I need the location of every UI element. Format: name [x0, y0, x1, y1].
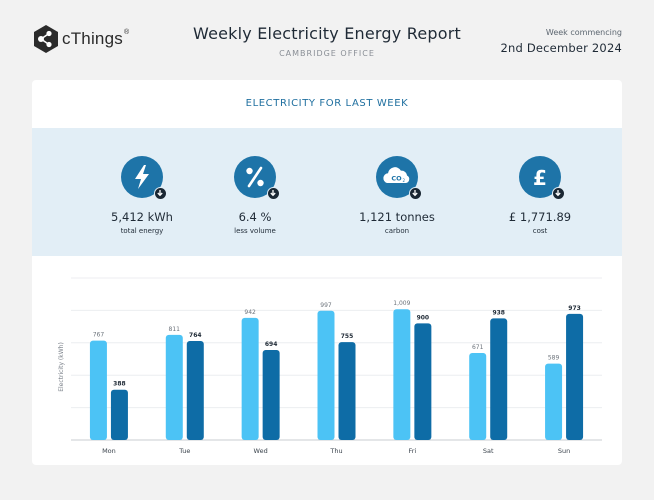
y-axis-label: Electricity (kWh): [58, 342, 65, 392]
kpi-carbon: CO 2 1,121 tonnes carbon: [337, 156, 457, 235]
data-label: 388: [113, 381, 126, 388]
bar-series-dark: [338, 342, 356, 440]
pound-icon: £: [519, 156, 565, 200]
data-label: 1,009: [393, 300, 410, 307]
data-label: 671: [472, 344, 484, 351]
x-tick-label: Tue: [178, 447, 190, 455]
x-tick-label: Sun: [558, 447, 570, 455]
brand-logo: cThings®: [32, 24, 129, 54]
kpi-value: £ 1,771.89: [508, 210, 572, 224]
data-label: 764: [189, 332, 202, 339]
kpi-value: 6.4 %: [238, 210, 272, 224]
download-arrow-icon: [409, 187, 422, 200]
svg-text:£: £: [533, 166, 547, 190]
cthings-logo-icon: [34, 25, 58, 53]
svg-text:CO: CO: [391, 175, 402, 183]
brand-name: cThings®: [62, 29, 130, 48]
kpi-label: less volume: [234, 227, 276, 235]
kpi-label: cost: [532, 227, 548, 235]
section-title: ELECTRICITY FOR LAST WEEK: [245, 98, 409, 109]
data-label: 900: [417, 314, 430, 321]
svg-text:2: 2: [403, 178, 406, 183]
bar-series-dark: [262, 350, 280, 440]
data-label: 755: [341, 333, 354, 340]
data-label: 767: [93, 332, 105, 339]
bar-series-dark: [490, 318, 508, 440]
kpi-less-volume: 6.4 % less volume: [195, 156, 315, 235]
electricity-card: ELECTRICITY FOR LAST WEEK 5,412 kWh tota…: [32, 80, 622, 465]
bar-series-dark: [186, 340, 204, 440]
kpi-cost: £ £ 1,771.89 cost: [480, 156, 600, 235]
x-tick-label: Thu: [329, 447, 342, 455]
bar-series-light: [393, 309, 411, 440]
bar-series-light: [241, 317, 259, 440]
report-title: Weekly Electricity Energy Report: [193, 24, 461, 43]
week-date: 2nd December 2024: [500, 41, 622, 55]
data-label: 942: [244, 309, 256, 316]
report-subtitle: CAMBRIDGE OFFICE: [279, 49, 375, 58]
kpi-band: 5,412 kWh total energy 6.4 % less volume: [32, 128, 622, 256]
bar-series-light: [317, 310, 335, 440]
download-arrow-icon: [552, 187, 565, 200]
bar-series-light: [545, 363, 563, 440]
co2-cloud-icon: CO 2: [376, 156, 422, 200]
data-label: 589: [548, 355, 560, 362]
x-tick-label: Wed: [254, 447, 268, 455]
bar-series-light: [89, 340, 107, 440]
kpi-label: total energy: [120, 227, 164, 235]
kpi-value: 1,121 tonnes: [359, 210, 435, 224]
bar-series-light: [469, 353, 487, 440]
bar-series-dark: [566, 313, 584, 440]
data-label: 694: [265, 341, 278, 348]
report-header: cThings® Weekly Electricity Energy Repor…: [0, 0, 654, 76]
week-commencing: Week commencing 2nd December 2024: [500, 28, 622, 55]
kpi-total-energy: 5,412 kWh total energy: [82, 156, 202, 235]
data-label: 997: [320, 302, 332, 309]
x-tick-label: Mon: [102, 447, 116, 455]
data-label: 938: [492, 309, 505, 316]
chart-canvas: Electricity (kWh) 767 388 Mon 811 764 Tue 942 69…: [58, 277, 602, 455]
lightning-bolt-icon: [121, 156, 167, 200]
bar-series-light: [165, 334, 183, 440]
percent-icon: [234, 156, 280, 200]
x-tick-label: Sat: [483, 447, 494, 455]
weekly-electricity-bar-chart: Electricity (kWh) 767 388 Mon 811 764 Tue 942 69…: [32, 256, 622, 465]
bar-series-dark: [414, 323, 432, 440]
bar-series-dark: [110, 389, 128, 440]
data-label: 973: [568, 305, 581, 312]
week-label: Week commencing: [545, 28, 622, 37]
download-arrow-icon: [267, 187, 280, 200]
download-arrow-icon: [154, 187, 167, 200]
x-tick-label: Fri: [408, 447, 416, 455]
kpi-value: 5,412 kWh: [111, 210, 173, 224]
kpi-label: carbon: [384, 227, 410, 235]
data-label: 811: [169, 326, 181, 333]
